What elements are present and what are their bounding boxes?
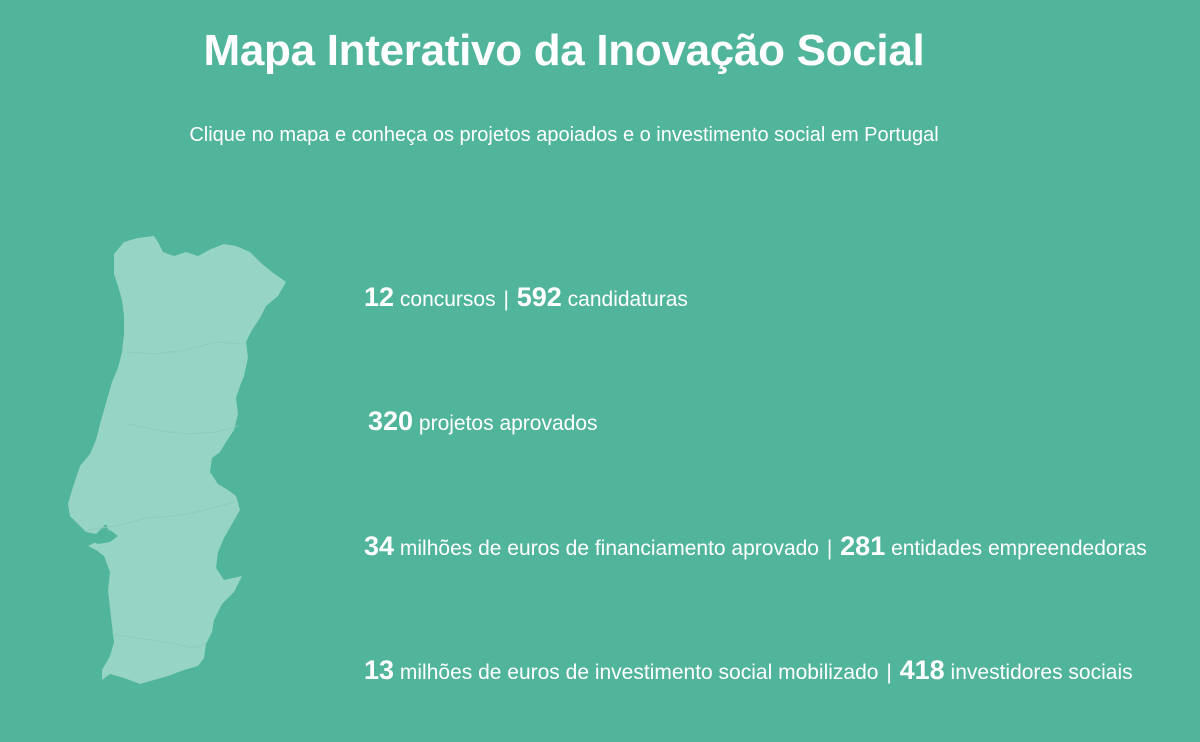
stat-contests-number: 12 [364, 282, 395, 312]
stat-projects-number: 320 [368, 406, 414, 436]
stat-investment-number: 13 [364, 655, 395, 685]
stat-funding-number: 34 [364, 531, 395, 561]
stat-applications-label: candidaturas [567, 288, 688, 311]
page-subtitle: Clique no mapa e conheça os projetos apo… [189, 124, 939, 146]
stat-applications-number: 592 [516, 282, 562, 312]
stat-funding-label: milhões de euros de financiamento aprova… [399, 537, 819, 560]
stat-separator: | [503, 288, 509, 311]
stat-investors-label: investidores sociais [950, 661, 1133, 684]
map-region-mainland[interactable] [68, 236, 286, 684]
stat-contests-label: concursos [399, 288, 496, 311]
map-river-lines [87, 341, 245, 649]
page-title: Mapa Interativo da Inovação Social [203, 26, 925, 75]
stat-approved-projects: 320 projetos aprovados [368, 408, 598, 435]
stat-investors-number: 418 [899, 655, 945, 685]
portugal-map[interactable] [66, 234, 290, 686]
stat-contests-applications: 12 concursos | 592 candidaturas [364, 284, 688, 311]
map-estuary [88, 530, 118, 544]
stat-investment-label: milhões de euros de investimento social … [399, 661, 879, 684]
stat-separator: | [886, 661, 892, 684]
stat-entities-number: 281 [840, 531, 886, 561]
portugal-map-svg[interactable] [66, 234, 290, 686]
stat-projects-label: projetos aprovados [418, 412, 598, 435]
stat-investment-investors: 13 milhões de euros de investimento soci… [364, 657, 1133, 684]
stat-entities-label: entidades empreendedoras [891, 537, 1147, 560]
stat-funding-entities: 34 milhões de euros de financiamento apr… [364, 533, 1147, 560]
stat-separator: | [826, 537, 833, 560]
